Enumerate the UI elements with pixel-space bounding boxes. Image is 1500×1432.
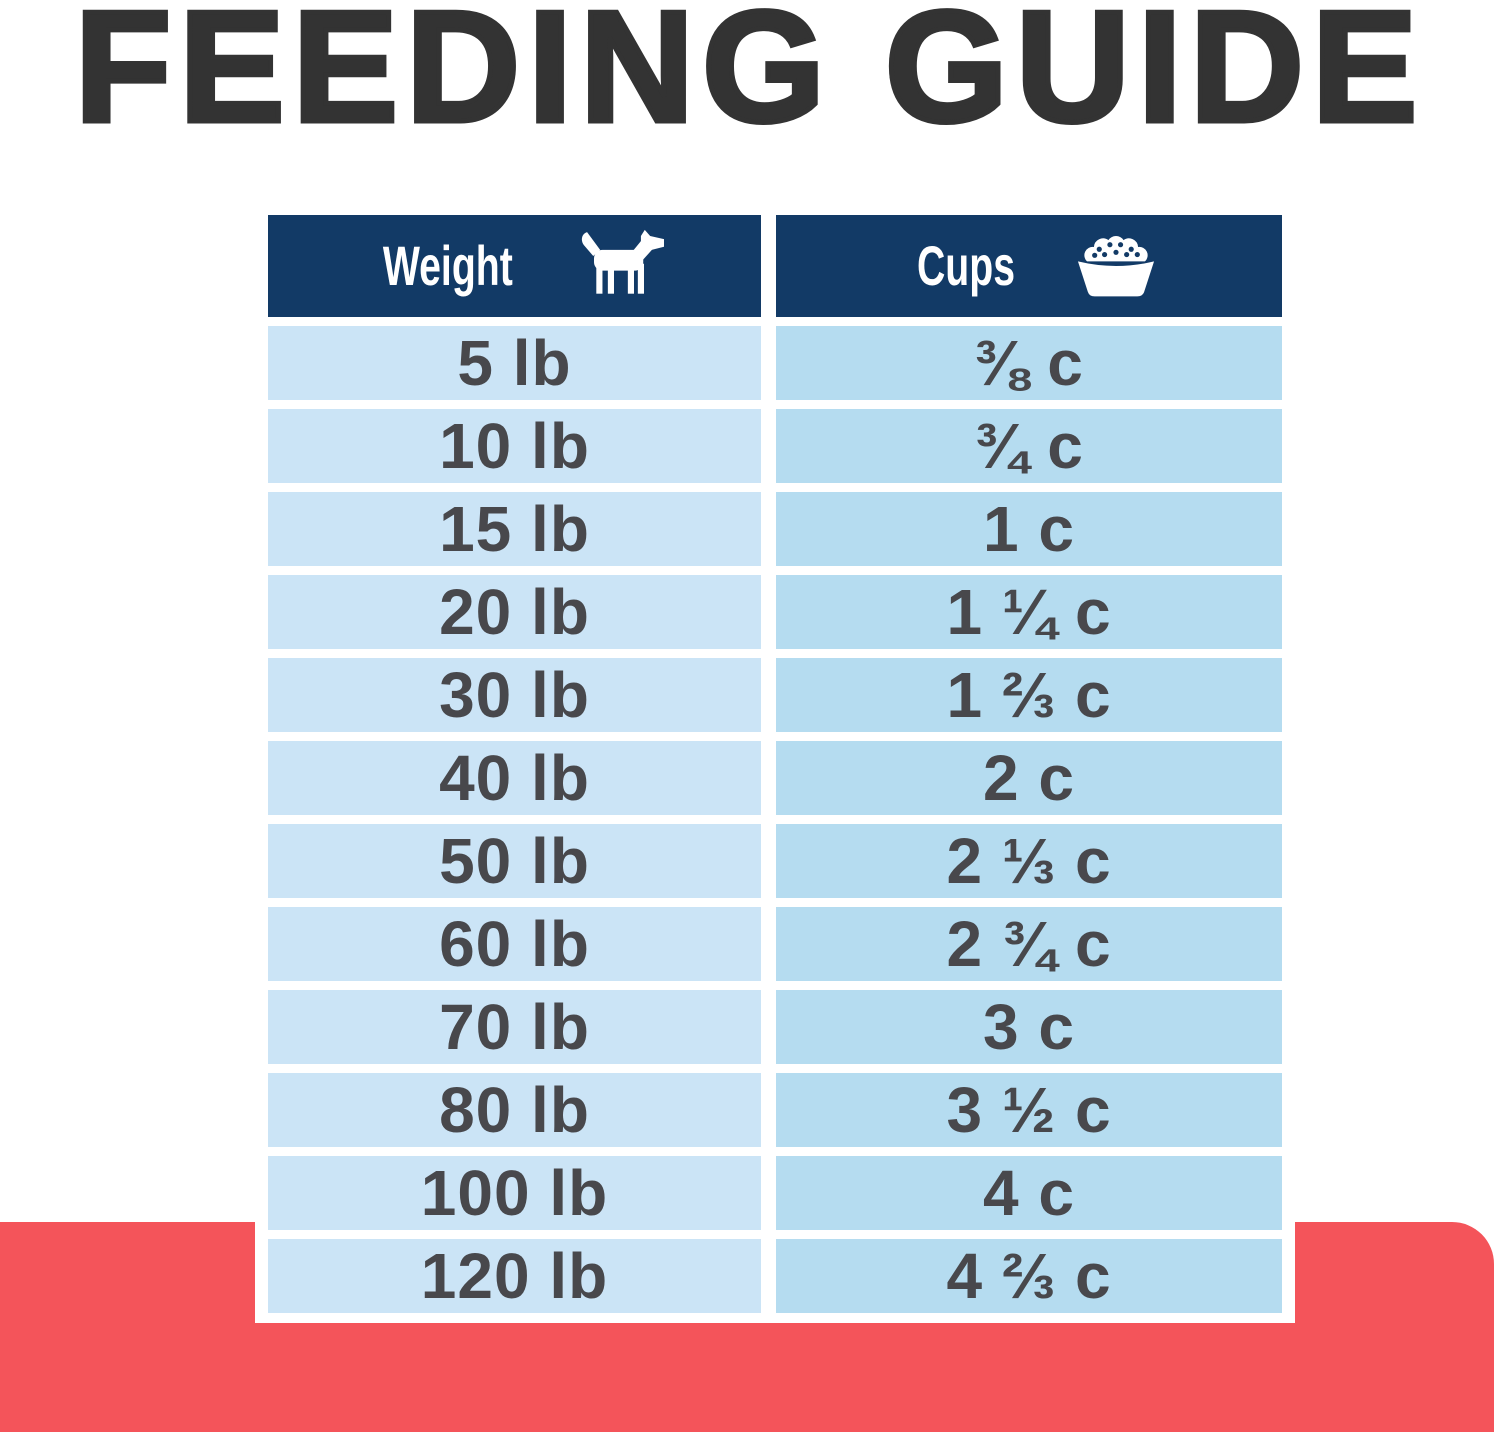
dog-bowl-icon [1077, 236, 1155, 297]
table-row-cups-cell: 1 c [776, 492, 1282, 566]
table-row-weight-cell: 30 lb [268, 658, 761, 732]
weight-value: 100 lb [420, 1157, 609, 1229]
cups-value: 1 ¼ c [946, 576, 1112, 648]
cups-value: 3 ½ c [946, 1074, 1112, 1146]
table-row-cups-cell: ¾ c [776, 409, 1282, 483]
table-row-cups-cell: 2 ⅓ c [776, 824, 1282, 898]
table-row-cups-cell: 2 ¾ c [776, 907, 1282, 981]
table-row-weight-cell: 15 lb [268, 492, 761, 566]
table-row-weight-cell: 60 lb [268, 907, 761, 981]
table-row-weight-cell: 5 lb [268, 326, 761, 400]
cups-value: 3 c [983, 991, 1075, 1063]
cups-value: 1 ⅔ c [946, 659, 1112, 731]
weight-header-content: Weight [355, 227, 675, 305]
table-row-weight-cell: 50 lb [268, 824, 761, 898]
weight-header-label: Weight [382, 234, 513, 297]
cups-value: ¾ c [974, 410, 1084, 482]
cups-column-header: Cups [776, 215, 1282, 317]
table-row-weight-cell: 120 lb [268, 1239, 761, 1313]
table-row-weight-cell: 100 lb [268, 1156, 761, 1230]
weight-value: 10 lb [439, 410, 590, 482]
cups-value: ⅜ c [974, 327, 1084, 399]
cups-value: 2 ¾ c [946, 908, 1112, 980]
weight-value: 120 lb [420, 1240, 609, 1312]
table-row-cups-cell: 3 c [776, 990, 1282, 1064]
table-row-cups-cell: 1 ¼ c [776, 575, 1282, 649]
weight-value: 60 lb [439, 908, 590, 980]
cups-header-label: Cups [917, 234, 1015, 297]
dog-icon [582, 229, 665, 294]
weight-column-header: Weight [268, 215, 761, 317]
table-row-weight-cell: 80 lb [268, 1073, 761, 1147]
cups-value: 4 ⅔ c [946, 1240, 1112, 1312]
table-row-cups-cell: 3 ½ c [776, 1073, 1282, 1147]
table-row-cups-cell: 4 c [776, 1156, 1282, 1230]
page-title: FEEDING GUIDE [72, 0, 1426, 155]
cups-value: 4 c [983, 1157, 1075, 1229]
table-row-weight-cell: 20 lb [268, 575, 761, 649]
cups-value: 1 c [983, 493, 1075, 565]
table-row-weight-cell: 10 lb [268, 409, 761, 483]
table-row-weight-cell: 70 lb [268, 990, 761, 1064]
table-row-cups-cell: 1 ⅔ c [776, 658, 1282, 732]
weight-value: 5 lb [457, 327, 572, 399]
weight-value: 50 lb [439, 825, 590, 897]
table-row-cups-cell: ⅜ c [776, 326, 1282, 400]
weight-value: 30 lb [439, 659, 590, 731]
cups-value: 2 ⅓ c [946, 825, 1112, 897]
feeding-table: Weight Cups [255, 205, 1295, 1323]
table-row-weight-cell: 40 lb [268, 741, 761, 815]
weight-value: 80 lb [439, 1074, 590, 1146]
weight-value: 70 lb [439, 991, 590, 1063]
cups-header-content: Cups [896, 231, 1162, 301]
weight-value: 20 lb [439, 576, 590, 648]
table-row-cups-cell: 2 c [776, 741, 1282, 815]
weight-value: 15 lb [439, 493, 590, 565]
cups-value: 2 c [983, 742, 1075, 814]
weight-value: 40 lb [439, 742, 590, 814]
table-row-cups-cell: 4 ⅔ c [776, 1239, 1282, 1313]
